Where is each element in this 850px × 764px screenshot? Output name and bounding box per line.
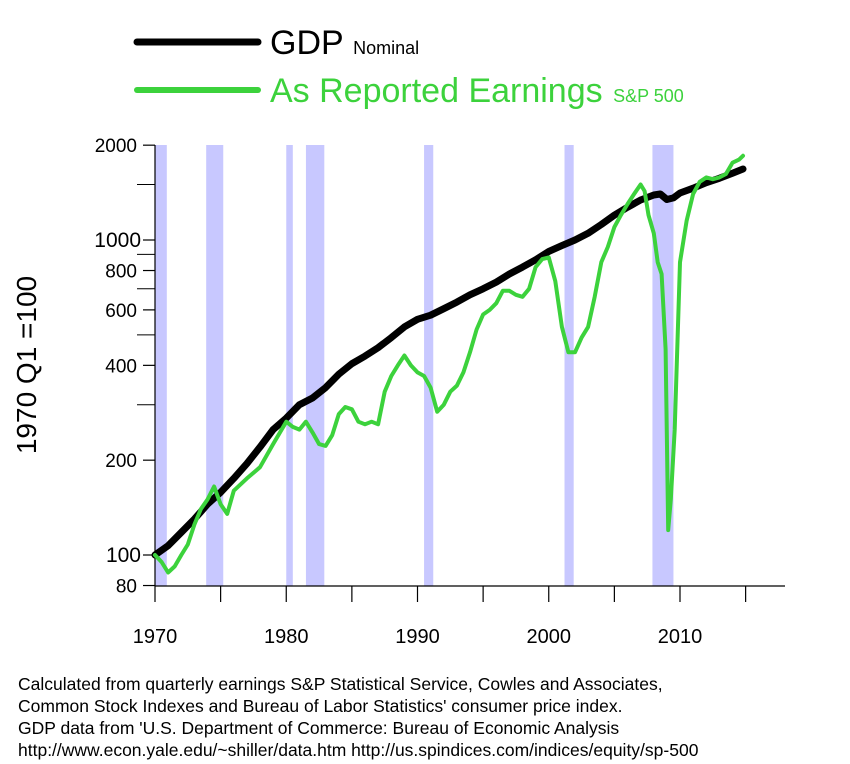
- recession-band-1: [155, 145, 167, 586]
- legend-label-earnings: As Reported Earnings S&P 500: [270, 72, 684, 110]
- source-line-4: http://www.econ.yale.edu/~shiller/data.h…: [18, 740, 699, 760]
- y-tick-label-80: 80: [116, 577, 137, 598]
- recession-bands: [155, 145, 674, 586]
- x-tick-label-2000: 2000: [527, 626, 572, 648]
- series-line-gdp: [151, 165, 747, 559]
- y-tick-label-600: 600: [105, 301, 137, 322]
- x-tick-label-1990: 1990: [395, 626, 440, 648]
- x-tick-label-1970: 1970: [133, 626, 178, 648]
- y-axis-label: 1970 Q1 =100: [11, 276, 42, 454]
- series-line-earnings: [153, 153, 745, 575]
- legend: GDP Nominal As Reported Earnings S&P 500: [133, 24, 684, 110]
- y-tick-label-2000: 2000: [95, 136, 137, 157]
- recession-band-3: [286, 145, 293, 586]
- y-tick-label-800: 800: [105, 262, 137, 283]
- source-line-3: GDP data from 'U.S. Department of Commer…: [18, 718, 619, 738]
- y-tick-label-200: 200: [105, 451, 137, 472]
- x-tick-label-1980: 1980: [264, 626, 309, 648]
- series-group: [151, 153, 747, 575]
- y-tick-label-100: 100: [106, 544, 141, 567]
- source-line-1: Calculated from quarterly earnings S&P S…: [18, 674, 663, 694]
- y-tick-label-400: 400: [105, 356, 137, 377]
- recession-band-6: [564, 145, 574, 586]
- x-tick-label-2010: 2010: [658, 626, 703, 648]
- y-ticks: 2000 1000 800 600 400 200 100 80: [94, 136, 155, 598]
- source-notes: Calculated from quarterly earnings S&P S…: [18, 674, 699, 760]
- y-tick-label-1000: 1000: [94, 229, 141, 252]
- source-line-2: Common Stock Indexes and Bureau of Labor…: [18, 696, 622, 716]
- x-ticks: 1970 1980 1990 2000 2010: [133, 586, 747, 648]
- recession-band-5: [424, 145, 434, 586]
- recession-band-2: [206, 145, 224, 586]
- legend-label-gdp: GDP Nominal: [270, 24, 419, 62]
- recession-band-4: [305, 145, 325, 586]
